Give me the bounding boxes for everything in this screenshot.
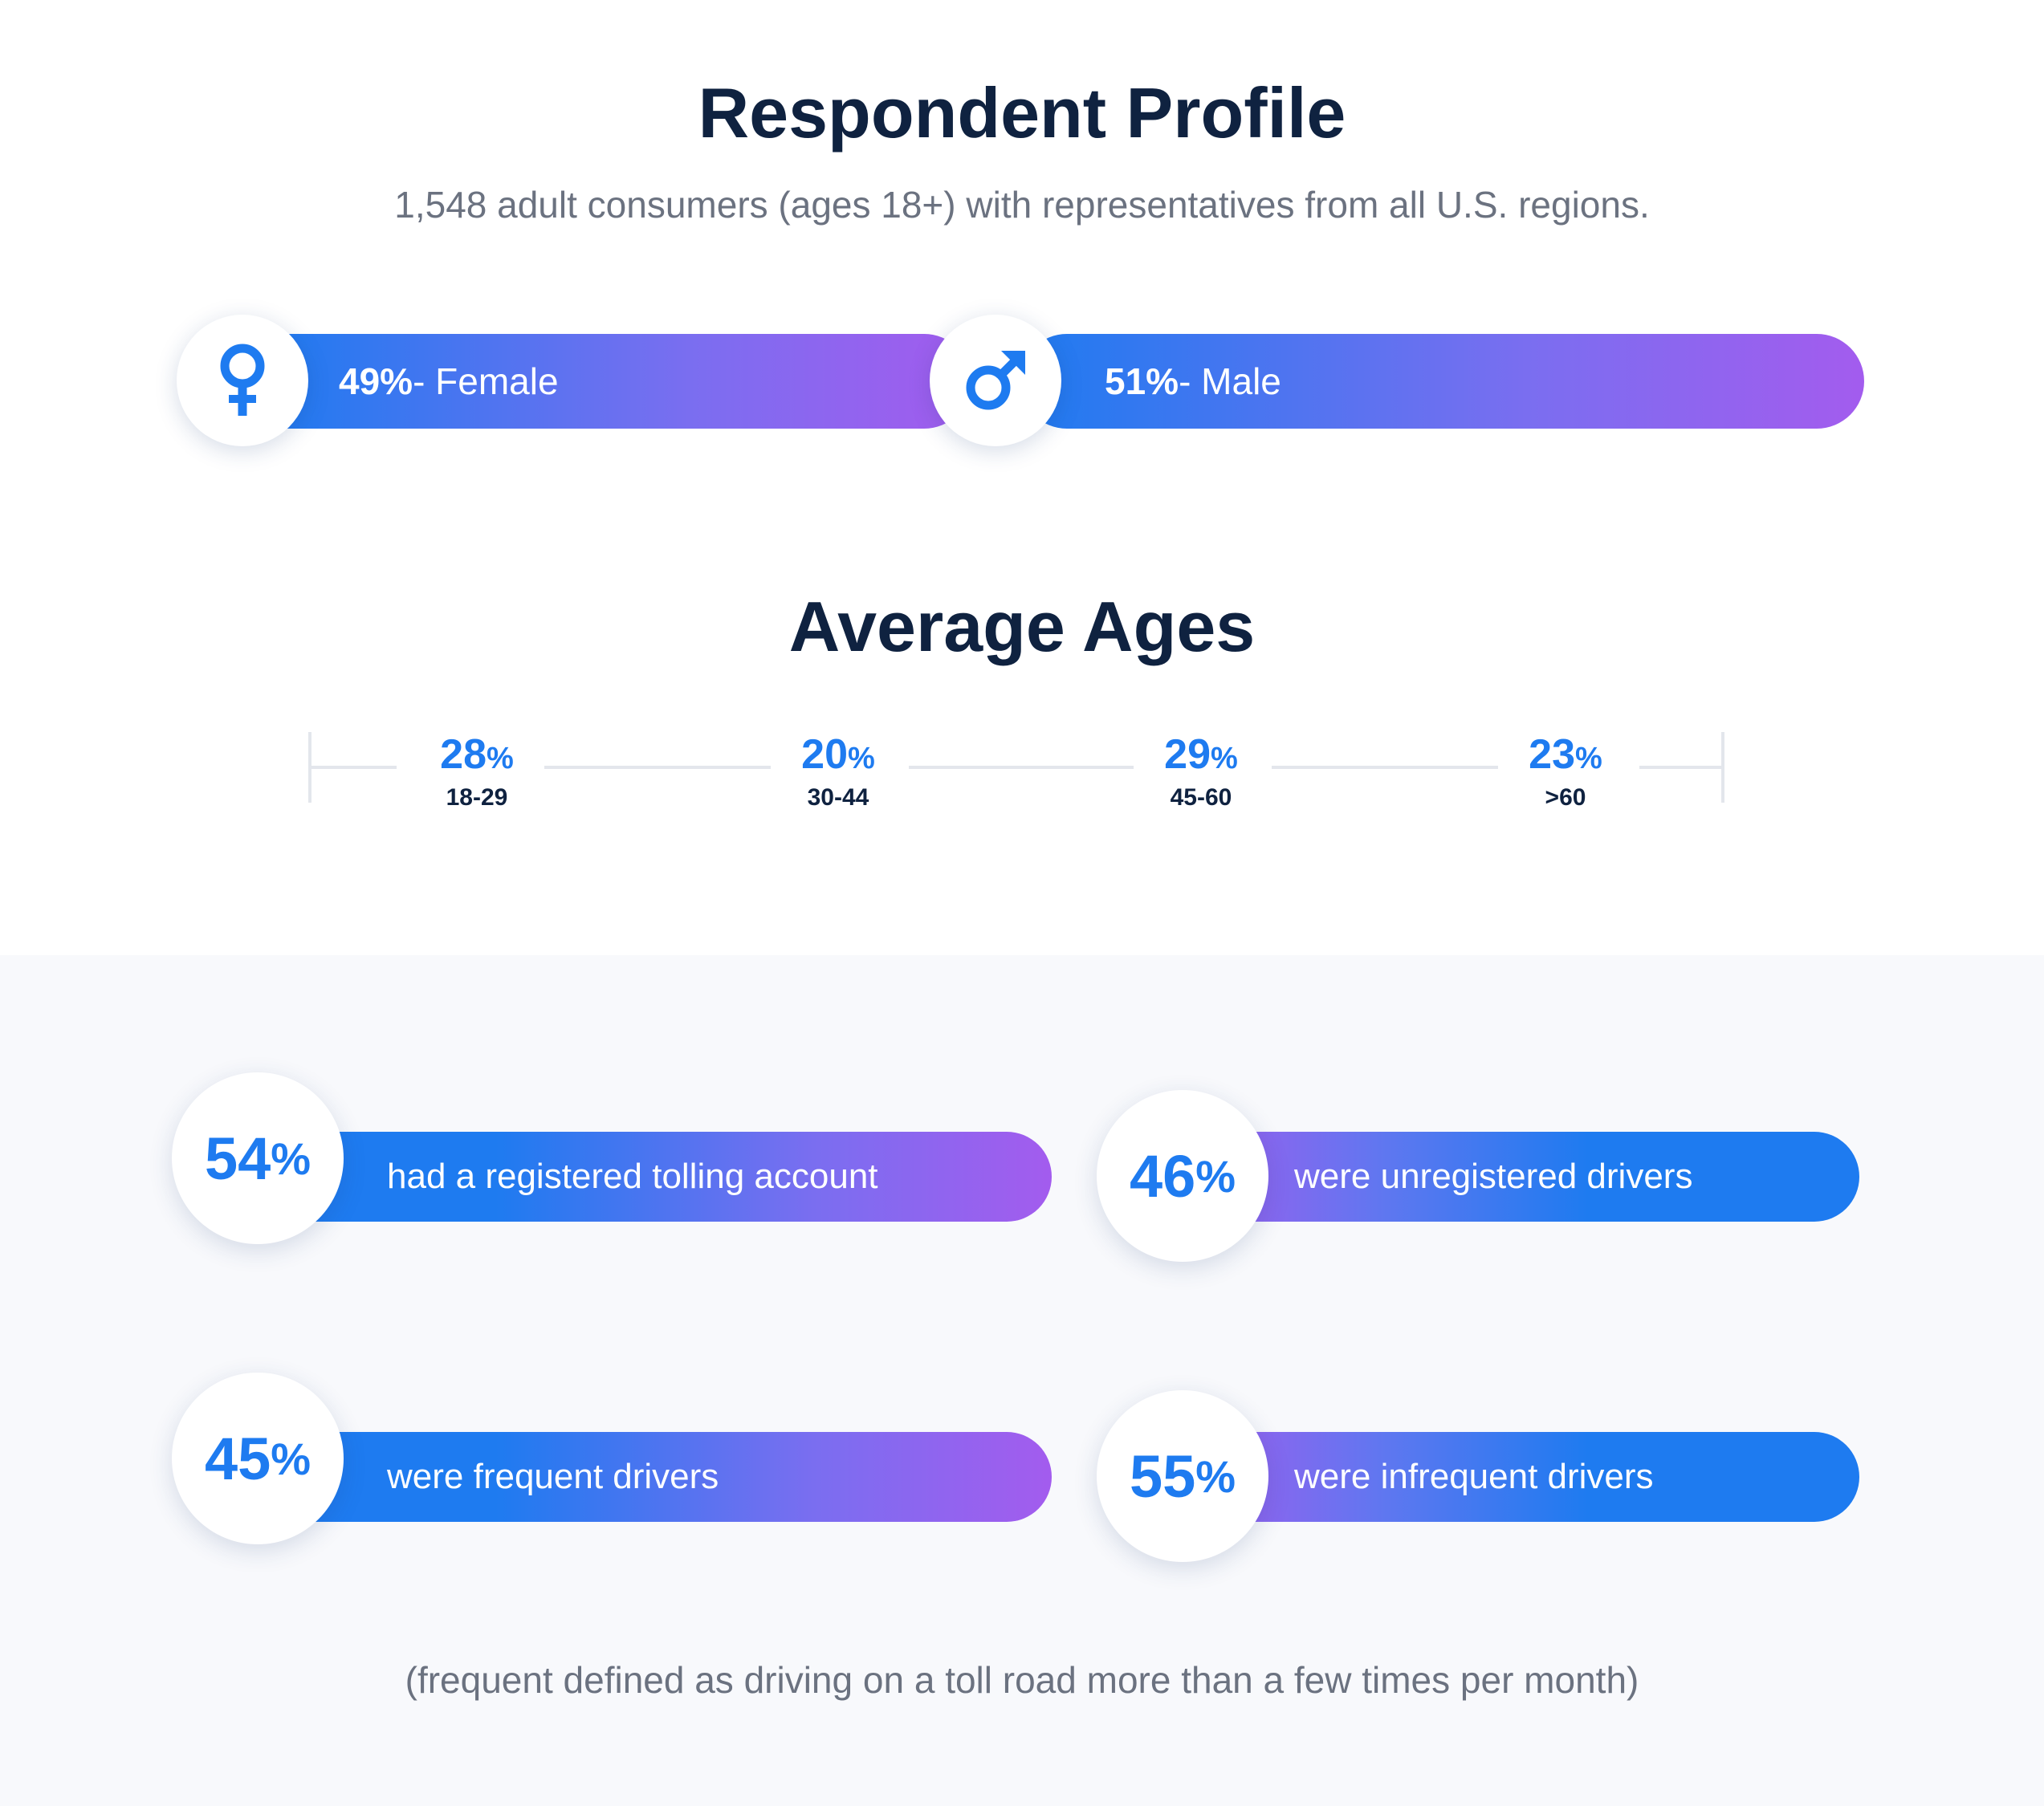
female-percent: 49% <box>339 360 413 402</box>
profile-subtitle: 1,548 adult consumers (ages 18+) with re… <box>394 184 1650 226</box>
page-title: Respondent Profile <box>698 73 1346 153</box>
stat-bar-unregistered: were unregistered drivers <box>1180 1132 1859 1222</box>
age-range-label: >60 <box>1545 784 1586 811</box>
stat-sign: % <box>271 1433 311 1484</box>
ages-scale-line <box>310 766 397 769</box>
stat-sign: % <box>1195 1450 1236 1502</box>
stat-text: were frequent drivers <box>387 1457 719 1496</box>
age-group-item: 28% 18-29 <box>381 730 573 811</box>
stat-circle: 55% <box>1097 1390 1268 1562</box>
age-percent: 28% <box>440 731 514 778</box>
age-range-label: 18-29 <box>446 784 508 811</box>
stat-value: 55 <box>1129 1442 1196 1510</box>
age-group-item: 20% 30-44 <box>742 730 934 811</box>
ages-title: Average Ages <box>788 587 1256 666</box>
stat-bar-frequent: were frequent drivers <box>257 1432 1052 1522</box>
ages-scale-line <box>544 766 771 769</box>
stat-bar-infrequent: were infrequent drivers <box>1180 1432 1859 1522</box>
stat-circle: 46% <box>1097 1090 1268 1262</box>
female-label: - Female <box>413 360 559 402</box>
ages-scale-line <box>1639 766 1723 769</box>
male-symbol-icon <box>966 351 1025 410</box>
stat-circle: 45% <box>172 1373 344 1544</box>
stat-value: 46 <box>1129 1142 1196 1210</box>
age-percent: 20% <box>801 731 875 778</box>
stats-section <box>0 955 2044 1806</box>
age-group-item: 23% >60 <box>1469 730 1662 811</box>
female-bar: 49% - Female <box>265 334 971 429</box>
stat-text: were infrequent drivers <box>1294 1457 1654 1496</box>
age-percent: 29% <box>1164 731 1238 778</box>
ages-scale-end <box>1721 732 1724 803</box>
male-icon-circle <box>930 315 1061 446</box>
male-percent: 51% <box>1105 360 1179 402</box>
footnote: (frequent defined as driving on a toll r… <box>405 1659 1639 1701</box>
profile-section <box>0 0 2044 955</box>
stat-sign: % <box>271 1133 311 1184</box>
stat-text: were unregistered drivers <box>1294 1157 1693 1196</box>
male-bar: 51% - Male <box>1020 334 1864 429</box>
ages-scale-line <box>1272 766 1498 769</box>
stat-value: 54 <box>204 1125 271 1192</box>
age-percent: 23% <box>1529 731 1602 778</box>
stat-value: 45 <box>204 1425 271 1492</box>
female-symbol-icon <box>220 344 265 416</box>
female-icon-circle <box>177 315 308 446</box>
age-group-item: 29% 45-60 <box>1105 730 1297 811</box>
stat-bar-registered: had a registered tolling account <box>257 1132 1052 1222</box>
male-label: - Male <box>1179 360 1281 402</box>
age-range-label: 45-60 <box>1170 784 1232 811</box>
stat-text: had a registered tolling account <box>387 1157 878 1196</box>
ages-scale-line <box>909 766 1134 769</box>
stat-circle: 54% <box>172 1072 344 1244</box>
stat-sign: % <box>1195 1150 1236 1202</box>
age-range-label: 30-44 <box>807 784 869 811</box>
